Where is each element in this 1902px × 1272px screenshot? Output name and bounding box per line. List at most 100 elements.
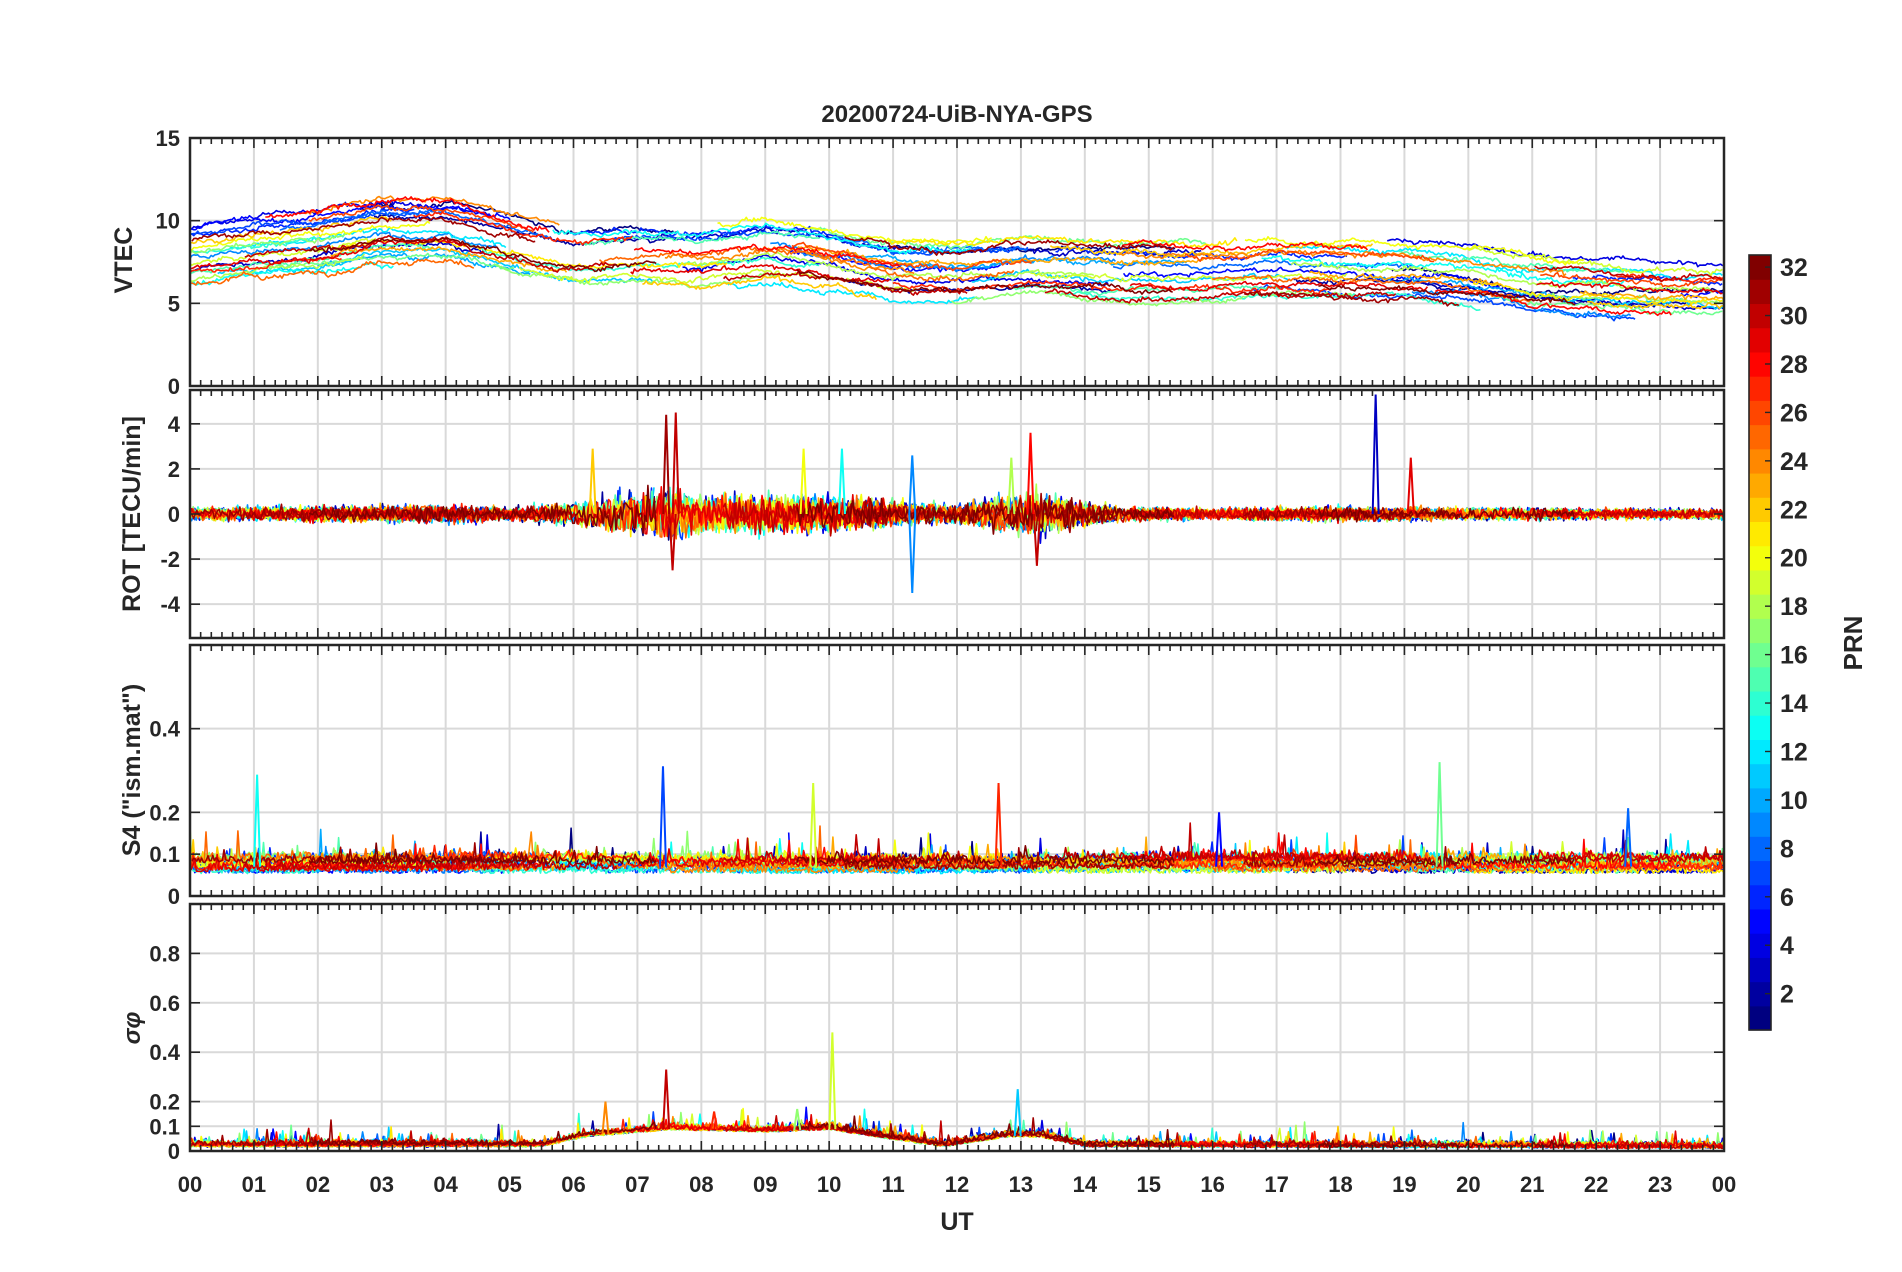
series-line-prn-23 — [1579, 290, 1724, 301]
spike-prn-17 — [793, 1108, 802, 1131]
colorbar-tick-label: 26 — [1780, 399, 1808, 427]
series-group-s4 — [190, 762, 1724, 875]
spike-prn-9 — [908, 455, 917, 515]
chart-title: 20200724-UiB-NYA-GPS — [821, 101, 1092, 128]
series-line-prn-23 — [1309, 270, 1502, 287]
colorbar-segment — [1749, 908, 1771, 934]
series-line-prn-29 — [1536, 281, 1723, 295]
colorbar-tick-label: 24 — [1780, 448, 1808, 476]
panel-sigma-phi: 00.10.2 0.4 0.6 0.8 — [149, 902, 1726, 1164]
spike-prn-16 — [1435, 762, 1444, 867]
colorbar-tick-label: 14 — [1780, 690, 1808, 718]
series-line-prn-19 — [1030, 848, 1348, 875]
spike-prn-30 — [668, 513, 677, 571]
series-line-prn-18 — [680, 251, 1095, 281]
spike-prn-5 — [1215, 812, 1224, 867]
colorbar-tick-label: 28 — [1780, 351, 1808, 379]
series-line-prn-18 — [190, 253, 366, 283]
x-tick-label: 03 — [370, 1172, 394, 1197]
series-line-prn-19 — [190, 237, 377, 267]
x-tick-label: 00 — [178, 1172, 202, 1197]
series-line-prn-30 — [244, 857, 618, 871]
series-group-sigma_phi — [190, 1032, 1724, 1150]
series-line-prn-31 — [844, 236, 1175, 256]
y-tick-label: 2 — [168, 457, 180, 482]
series-line-prn-24 — [664, 852, 915, 874]
x-tick-label: 11 — [881, 1172, 904, 1197]
series-line-prn-22 — [642, 274, 877, 301]
y-tick-label: 4 — [168, 412, 181, 437]
colorbar-tick-label: 4 — [1780, 932, 1794, 960]
series-line-prn-25 — [1211, 274, 1536, 303]
spike-prn-9 — [908, 513, 917, 593]
x-tick-label: 19 — [1392, 1172, 1416, 1197]
colorbar-tick-label: 30 — [1780, 303, 1808, 331]
colorbar-segment — [1749, 424, 1771, 450]
colorbar-segment — [1749, 836, 1771, 862]
colorbar-segment — [1749, 787, 1771, 813]
y-tick-label: 0.2 — [149, 800, 180, 825]
y-tick-label: 0 — [168, 884, 180, 909]
x-tick-label: 09 — [753, 1172, 777, 1197]
panel-vtec: 0 5 10 15 — [156, 126, 1726, 399]
y-tick-label: 0 — [168, 374, 180, 399]
x-tick-label: 18 — [1328, 1172, 1352, 1197]
series-line-prn-32 — [308, 842, 657, 865]
series-line-prn-32 — [309, 1121, 657, 1146]
series-line-prn-10 — [1373, 275, 1578, 300]
series-line-prn-28 — [633, 243, 900, 267]
spike-prn-27 — [710, 1111, 719, 1131]
series-line-prn-31 — [1243, 845, 1461, 868]
colorbar-segment — [1749, 618, 1771, 644]
series-line-prn-32 — [1317, 1139, 1575, 1149]
series-line-prn-29 — [1129, 280, 1429, 292]
series-line-prn-18 — [1290, 261, 1714, 293]
x-tick-label: 17 — [1264, 1172, 1288, 1197]
colorbar-segment — [1749, 690, 1771, 716]
series-group-rot — [190, 394, 1724, 593]
x-tick-label: 00 — [1712, 1172, 1736, 1197]
x-tick-label: 20 — [1456, 1172, 1480, 1197]
colorbar-segment — [1749, 400, 1771, 426]
colorbar-segment — [1749, 327, 1771, 353]
colorbar-segment — [1749, 569, 1771, 595]
y-tick-label: 0.6 — [149, 991, 180, 1016]
y-tick-label: 0 — [168, 502, 180, 527]
series-line-prn-20 — [190, 220, 431, 251]
series-line-prn-30 — [1044, 288, 1397, 304]
spike-prn-19 — [828, 1032, 837, 1130]
series-line-prn-28 — [1121, 239, 1369, 252]
series-line-prn-23 — [330, 246, 568, 273]
series-line-prn-32 — [309, 484, 657, 534]
ylabel-s4: S4 ("ism.mat") — [118, 684, 146, 856]
series-line-prn-5 — [1680, 290, 1724, 299]
series-line-prn-25 — [190, 258, 475, 286]
spike-prn-19 — [809, 783, 818, 867]
series-line-prn-17 — [190, 233, 348, 255]
series-line-prn-27 — [413, 211, 633, 246]
colorbar-segment — [1749, 957, 1771, 983]
x-tick-labels: 00 01 02 03 04 05 06 07 08 09 10 11 12 13 14 15 16 17 18 19… — [178, 1172, 1736, 1197]
series-line-prn-25 — [1211, 839, 1534, 873]
colorbar-label: PRN — [1838, 616, 1868, 671]
colorbar-segment — [1749, 448, 1771, 474]
colorbar-tick-label: 32 — [1780, 254, 1808, 282]
colorbar-segment — [1749, 666, 1771, 692]
spike-prn-8 — [1624, 808, 1633, 867]
x-tick-label: 14 — [1073, 1172, 1098, 1197]
series-line-prn-22 — [1586, 300, 1724, 310]
ylabel-rot: ROT [TECU/min] — [118, 416, 146, 612]
series-line-prn-32 — [1317, 505, 1575, 523]
series-line-prn-12 — [229, 227, 507, 250]
panel-rot: -4 -2 0 2 4 — [160, 388, 1726, 640]
x-tick-label: 04 — [433, 1172, 458, 1197]
x-tick-label: 23 — [1648, 1172, 1672, 1197]
colorbar-tick-label: 8 — [1780, 835, 1794, 863]
series-line-prn-26 — [308, 204, 534, 233]
x-tick-label: 13 — [1009, 1172, 1033, 1197]
spike-prn-28 — [1026, 432, 1035, 515]
series-line-prn-31 — [191, 216, 536, 243]
series-line-prn-27 — [1609, 272, 1724, 284]
series-line-prn-31 — [1243, 291, 1460, 307]
y-tick-label: 0 — [168, 1139, 180, 1164]
